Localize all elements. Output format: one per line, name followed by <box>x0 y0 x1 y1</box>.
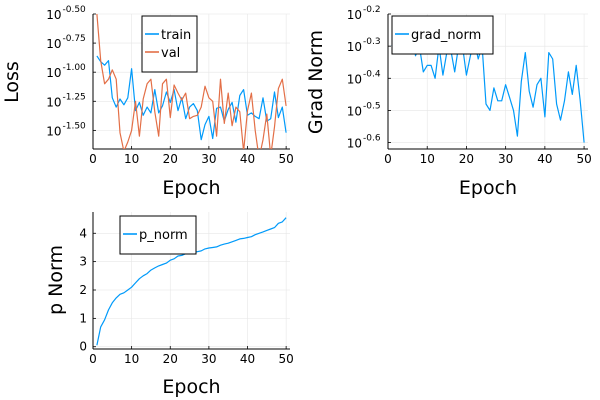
y-tick-label: 0 <box>79 340 87 354</box>
y-tick-exponent: -0.5 <box>363 101 381 111</box>
x-tick-label: 50 <box>278 152 293 166</box>
y-tick-exponent: -0.4 <box>363 69 381 79</box>
y-tick-exponent: -0.2 <box>363 5 381 15</box>
y-tick-label: 10 <box>46 66 61 80</box>
x-tick-label: 50 <box>278 352 293 366</box>
y-tick-label: 10 <box>347 137 362 151</box>
y-tick-exponent: -1.50 <box>63 121 87 131</box>
y-tick-exponent: -1.00 <box>63 63 87 73</box>
x-tick-label: 20 <box>459 152 474 166</box>
x-tick-label: 20 <box>163 352 178 366</box>
x-tick-label: 40 <box>240 352 255 366</box>
series-line-val <box>96 14 287 149</box>
y-tick-label: 10 <box>46 124 61 138</box>
y-tick-label: 2 <box>79 283 87 297</box>
y-axis-label: p Norm <box>45 245 67 315</box>
y-tick-exponent: -0.3 <box>363 37 381 47</box>
legend-box <box>141 15 198 73</box>
y-tick-exponent: -0.6 <box>363 134 381 144</box>
chart-panel-3: 0 10 20 30 40 50 0 1 2 3 4 Epoch p Norm p_norm <box>45 212 294 398</box>
x-axis-label: Epoch <box>162 177 220 199</box>
x-tick-label: 40 <box>537 152 552 166</box>
y-tick-label: 10 <box>46 37 61 51</box>
y-tick-label: 10 <box>46 95 61 109</box>
legend-label: val <box>161 46 180 61</box>
y-axis-label: Grad Norm <box>305 30 327 134</box>
y-tick-label: 10 <box>347 104 362 118</box>
y-tick-label: 3 <box>79 255 87 269</box>
x-tick-label: 20 <box>163 152 178 166</box>
x-tick-label: 40 <box>240 152 255 166</box>
legend-label: train <box>161 28 191 43</box>
y-tick-exponent: -0.75 <box>63 34 86 44</box>
y-tick-label: 10 <box>46 8 61 22</box>
y-tick-exponent: -1.25 <box>63 92 86 102</box>
x-axis-label: Epoch <box>459 177 517 199</box>
y-tick-label: 4 <box>79 226 87 240</box>
series-line-grad_norm <box>391 19 585 143</box>
x-tick-label: 10 <box>124 152 139 166</box>
legend: grad_norm <box>391 15 494 55</box>
x-tick-label: 30 <box>498 152 513 166</box>
x-tick-label: 0 <box>89 152 97 166</box>
legend-box <box>119 215 197 255</box>
legend: p_norm <box>119 215 197 255</box>
x-tick-label: 0 <box>384 152 392 166</box>
y-tick-label: 10 <box>347 40 362 54</box>
y-tick-label: 10 <box>347 8 362 22</box>
y-axis-label: Loss <box>1 61 23 103</box>
series-line-train <box>96 55 287 141</box>
x-tick-label: 10 <box>420 152 435 166</box>
y-tick-label: 1 <box>79 311 87 325</box>
legend-box <box>391 15 494 55</box>
x-tick-label: 10 <box>124 352 139 366</box>
legend: train val <box>141 15 198 73</box>
legend-label: p_norm <box>139 228 188 243</box>
legend-label: grad_norm <box>411 28 481 43</box>
x-axis-label: Epoch <box>162 376 220 398</box>
x-tick-label: 50 <box>576 152 591 166</box>
y-tick-label: 10 <box>347 72 362 86</box>
x-tick-label: 0 <box>89 352 97 366</box>
y-tick-exponent: -0.50 <box>63 5 87 15</box>
x-tick-label: 30 <box>201 152 216 166</box>
x-tick-label: 30 <box>201 352 216 366</box>
